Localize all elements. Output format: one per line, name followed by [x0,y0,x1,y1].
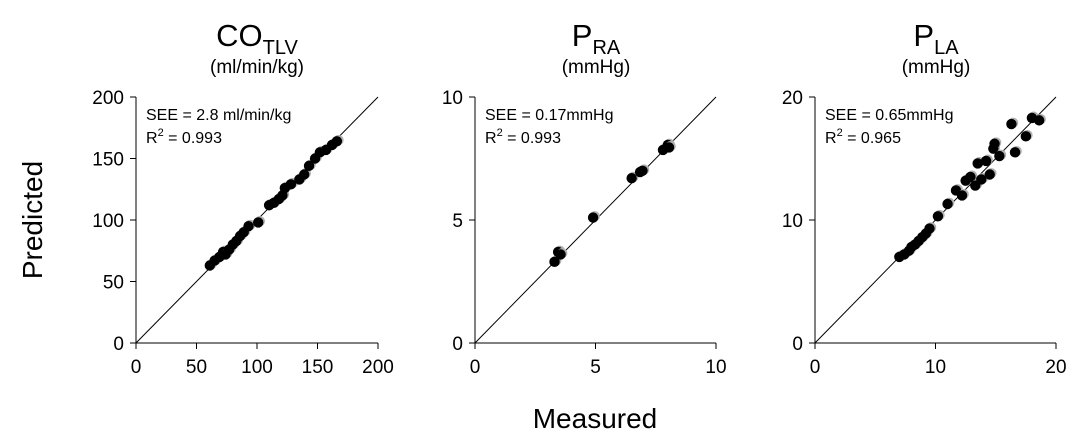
panel-2-x-tick-label: 0 [470,357,481,378]
panel-2-stat-r2: R2 = 0.993 [485,127,561,147]
panel-3-title: PLA [913,18,959,59]
panel-3-y-tick-label: 10 [782,211,803,232]
panel-3-stat-see: SEE = 0.65mmHg [825,107,954,124]
x-axis-title: Measured [533,403,658,434]
panel-3-data-point [965,171,976,183]
y-axis-title: Predicted [17,161,48,279]
panel-3-data-point [1033,115,1045,126]
panel-3-y-tick-label: 20 [782,88,803,109]
panel-3-data-point [924,223,935,234]
panel-1-stat-r2-letter: R [146,130,158,147]
panel-1-data-point [331,136,343,147]
panel-1-stat-see: SEE = 2.8 ml/min/kg [146,107,291,124]
panel-3-units: (mmHg) [902,57,971,78]
panel-3-data-point [994,150,1005,162]
panel-1-title-main: CO [216,18,263,53]
panel-2-data-point [637,165,648,176]
panel-1-data-point [243,220,254,232]
panel-3-data-point [942,198,953,210]
panel-1-y-tick-label: 50 [103,273,124,294]
panel-3-data-point [1006,118,1017,130]
panel-3-x-tick-label: 20 [1045,357,1066,378]
panel-3-stat-r2-letter: R [825,130,837,147]
panel-3-data-point [980,155,992,167]
panel-2-stat-r2-value: = 0.993 [503,130,561,147]
panel-3-stat-r2-superscript: 2 [837,127,843,139]
panel-1-stat-r2-value: = 0.993 [164,130,222,147]
panel-2-y-tick-label: 5 [452,211,463,232]
panel-1-stat-r2-superscript: 2 [158,127,164,139]
panel-3-data-point [932,211,944,222]
panel-3-data-point [976,174,987,185]
panel-2-stat-r2-superscript: 2 [497,127,503,139]
panel-1-x-tick-label: 150 [302,357,334,378]
panel-1-x-tick-label: 50 [186,357,207,378]
panel-3-title-subscript: LA [934,37,959,59]
panel-3-data-point [984,169,995,180]
panel-1-y-tick-label: 100 [92,211,124,232]
panel-1-x-tick-label: 200 [362,357,394,378]
panel-1-y-tick-label: 150 [92,150,124,171]
panel-3-data-point [956,190,968,201]
panel-2-data-point [587,212,599,223]
panel-1-units: (ml/min/kg) [210,57,304,78]
panel-2-stat-see: SEE = 0.17mmHg [485,107,614,124]
panel-1-title: COTLV [216,18,298,59]
panel-2-stat-r2-letter: R [485,130,497,147]
panel-2-data-point [549,256,560,268]
panel-2-y-tick-label: 10 [442,88,463,109]
panel-1-y-tick-label: 200 [92,88,124,109]
panel-1-stat-r2: R2 = 0.993 [146,127,222,147]
panel-3-data-point [1020,131,1032,142]
panel-1-y-tick-label: 0 [113,334,124,355]
panel-2-units: (mmHg) [562,57,631,78]
panel-2-title-subscript: RA [592,37,620,59]
panel-2-data-point [555,249,566,260]
panel-1-data-point [285,179,297,190]
panel-2-data-point [663,142,675,153]
panel-2-y-tick-label: 0 [452,334,463,355]
panel-3-x-tick-label: 0 [810,357,821,378]
panel-2-x-tick-label: 5 [590,357,601,378]
panel-3-data-point [972,158,983,169]
panel-3-data-point [989,138,1000,149]
panel-2-x-tick-label: 10 [705,357,726,378]
panel-2-data-point [626,172,637,184]
panel-2-title: PRA [572,18,621,59]
panel-1-data-point [303,160,315,172]
panel-2-title-main: P [572,18,593,53]
panel-3-y-tick-label: 0 [792,334,803,355]
panel-3-x-tick-label: 10 [925,357,946,378]
panel-3-stat-r2: R2 = 0.965 [825,127,901,147]
panel-3-data-point [1009,147,1021,158]
panel-3-title-main: P [913,18,934,53]
panel-1-data-point [253,217,264,228]
panel-1-data-point [298,169,310,180]
panel-1-x-tick-label: 100 [241,357,273,378]
panel-3-stat-r2-value: = 0.965 [843,130,901,147]
panel-1-x-tick-label: 0 [131,357,142,378]
panel-1-title-subscript: TLV [263,37,299,59]
